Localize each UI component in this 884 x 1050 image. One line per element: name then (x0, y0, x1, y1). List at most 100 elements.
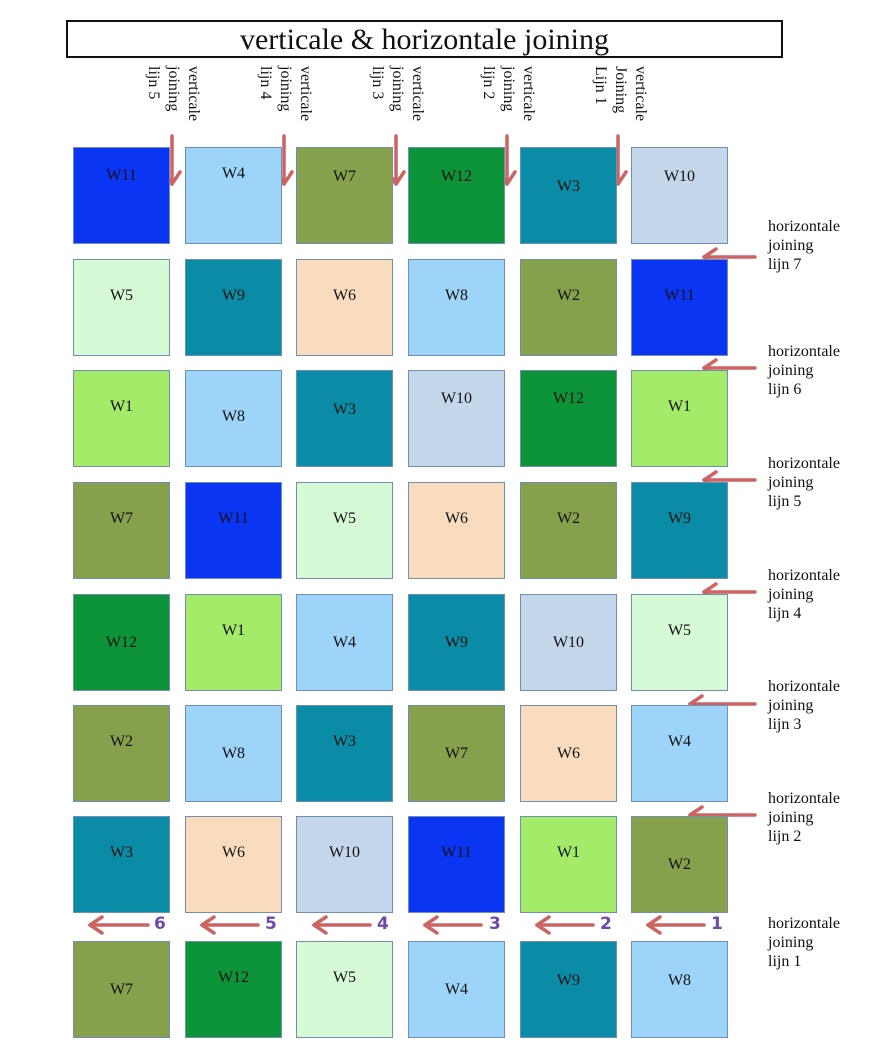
horizontal-joining-arrow (423, 915, 483, 935)
tile-w2: W2 (520, 482, 617, 579)
tile-w6: W6 (520, 705, 617, 802)
tile-label: W4 (444, 981, 469, 998)
tile-w2: W2 (520, 259, 617, 356)
tile-w5: W5 (73, 259, 170, 356)
tile-label: W12 (552, 390, 585, 407)
horizontal-label-line: joining (768, 934, 814, 951)
vertical-label-line: lijn 4 (257, 66, 274, 100)
tile-w4: W4 (296, 594, 393, 691)
vertical-joining-label-3: verticale joining lijn 3 (361, 66, 439, 158)
horizontal-joining-label-5: horizontale joining lijn 5 (768, 454, 840, 511)
vertical-label-line: joining (165, 66, 182, 112)
vertical-label-line: lijn 5 (145, 66, 162, 100)
horizontal-joining-label-4: horizontale joining lijn 4 (768, 566, 840, 623)
horizontal-label-line: lijn 7 (768, 256, 802, 273)
tile-label: W1 (109, 398, 134, 415)
tile-w11: W11 (408, 816, 505, 913)
tile-label: W12 (105, 634, 138, 651)
tile-label: W8 (444, 287, 469, 304)
horizontal-label-line: horizontale (768, 678, 840, 695)
tile-label: W7 (332, 168, 357, 185)
tile-w12: W12 (520, 370, 617, 467)
vertical-label-line: verticale (409, 66, 426, 122)
tile-w8: W8 (631, 941, 728, 1038)
tile-w12: W12 (185, 941, 282, 1038)
tile-w12: W12 (73, 594, 170, 691)
vertical-label-line: joining (389, 66, 406, 112)
horizontal-joining-label-6: horizontale joining lijn 6 (768, 342, 840, 399)
horizontal-label-line: joining (768, 697, 814, 714)
tile-w3: W3 (296, 705, 393, 802)
vertical-line-number: 6 (154, 914, 166, 934)
tile-label: W5 (109, 287, 134, 304)
tile-w10: W10 (631, 147, 728, 244)
tile-label: W9 (444, 634, 469, 651)
tile-w11: W11 (73, 147, 170, 244)
tile-w10: W10 (408, 370, 505, 467)
tile-w8: W8 (185, 370, 282, 467)
horizontal-joining-arrow (88, 915, 150, 935)
diagram-title: verticale & horizontale joining (66, 20, 783, 58)
tile-w11: W11 (631, 259, 728, 356)
tile-label: W11 (664, 287, 695, 304)
tile-w6: W6 (185, 816, 282, 913)
vertical-label-line: lijn 3 (369, 66, 386, 100)
horizontal-label-line: horizontale (768, 567, 840, 584)
vertical-label-line: Lijn 1 (592, 66, 609, 105)
horizontal-label-line: lijn 3 (768, 716, 802, 733)
horizontal-label-line: joining (768, 809, 814, 826)
vertical-joining-label-4: verticale joining lijn 4 (249, 66, 327, 158)
horizontal-label-line: lijn 1 (768, 953, 802, 970)
tile-label: W9 (667, 510, 692, 527)
tile-w9: W9 (408, 594, 505, 691)
tile-w6: W6 (296, 259, 393, 356)
tile-label: W6 (332, 287, 357, 304)
horizontal-label-line: horizontale (768, 915, 840, 932)
tile-label: W2 (556, 287, 581, 304)
horizontal-joining-arrow (646, 915, 706, 935)
tile-label: W1 (667, 398, 692, 415)
tile-label: W10 (552, 634, 585, 651)
vertical-line-number: 1 (711, 914, 723, 934)
horizontal-joining-label-7: horizontale joining lijn 7 (768, 217, 840, 274)
tile-label: W10 (328, 844, 361, 861)
tile-label: W2 (667, 856, 692, 873)
tile-w4: W4 (185, 147, 282, 244)
horizontal-joining-arrow (200, 915, 260, 935)
horizontal-label-line: joining (768, 237, 814, 254)
tile-label: W4 (667, 733, 692, 750)
tile-label: W11 (218, 510, 249, 527)
vertical-label-line: joining (500, 66, 517, 112)
tile-label: W10 (663, 168, 696, 185)
tile-label: W3 (556, 178, 581, 195)
tile-w6: W6 (408, 482, 505, 579)
tile-w2: W2 (631, 816, 728, 913)
tile-w12: W12 (408, 147, 505, 244)
horizontal-label-line: lijn 5 (768, 493, 802, 510)
tile-label: W12 (217, 969, 250, 986)
tile-w9: W9 (185, 259, 282, 356)
horizontal-label-line: joining (768, 586, 814, 603)
tile-w11: W11 (185, 482, 282, 579)
tile-label: W8 (221, 408, 246, 425)
tile-w8: W8 (408, 259, 505, 356)
horizontal-joining-arrow (535, 915, 595, 935)
vertical-label-line: joining (277, 66, 294, 112)
tile-w1: W1 (631, 370, 728, 467)
tile-w1: W1 (185, 594, 282, 691)
horizontal-label-line: horizontale (768, 218, 840, 235)
horizontal-joining-arrow (312, 915, 372, 935)
tile-label: W5 (667, 622, 692, 639)
tile-w4: W4 (631, 705, 728, 802)
horizontal-label-line: horizontale (768, 343, 840, 360)
tile-label: W8 (667, 972, 692, 989)
tile-w10: W10 (296, 816, 393, 913)
tile-label: W7 (444, 745, 469, 762)
horizontal-label-line: horizontale (768, 790, 840, 807)
tile-w9: W9 (520, 941, 617, 1038)
tile-w5: W5 (296, 482, 393, 579)
tile-w7: W7 (408, 705, 505, 802)
vertical-label-line: Joining (612, 66, 629, 114)
tile-w7: W7 (296, 147, 393, 244)
